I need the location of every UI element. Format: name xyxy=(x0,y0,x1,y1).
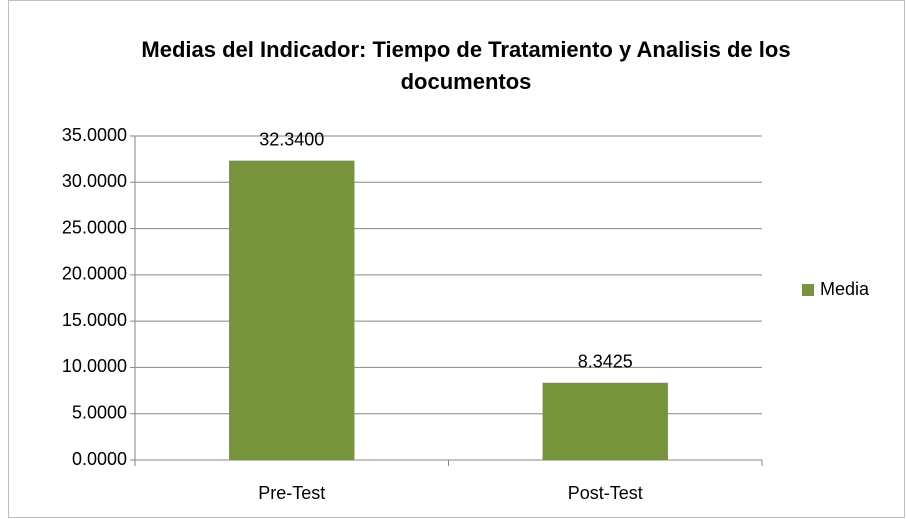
chart-border xyxy=(8,0,905,518)
y-tick-label: 5.0000 xyxy=(72,402,127,422)
chart-title: Medias del Indicador: Tiempo de Tratamie… xyxy=(141,37,791,94)
y-tick-label: 10.0000 xyxy=(62,356,127,376)
legend-label: Media xyxy=(820,279,870,299)
y-tick-label: 0.0000 xyxy=(72,449,127,469)
bar xyxy=(542,382,668,460)
bar xyxy=(229,160,355,460)
legend-swatch xyxy=(802,284,814,296)
y-tick-label: 30.0000 xyxy=(62,171,127,191)
y-tick-label: 25.0000 xyxy=(62,217,127,237)
y-tick-label: 15.0000 xyxy=(62,310,127,330)
data-label: 32.3400 xyxy=(259,129,324,149)
x-tick-label: Post-Test xyxy=(568,483,643,503)
x-tick-label: Pre-Test xyxy=(258,483,325,503)
y-tick-label: 35.0000 xyxy=(62,125,127,145)
data-label: 8.3425 xyxy=(578,352,633,372)
y-tick-label: 20.0000 xyxy=(62,264,127,284)
